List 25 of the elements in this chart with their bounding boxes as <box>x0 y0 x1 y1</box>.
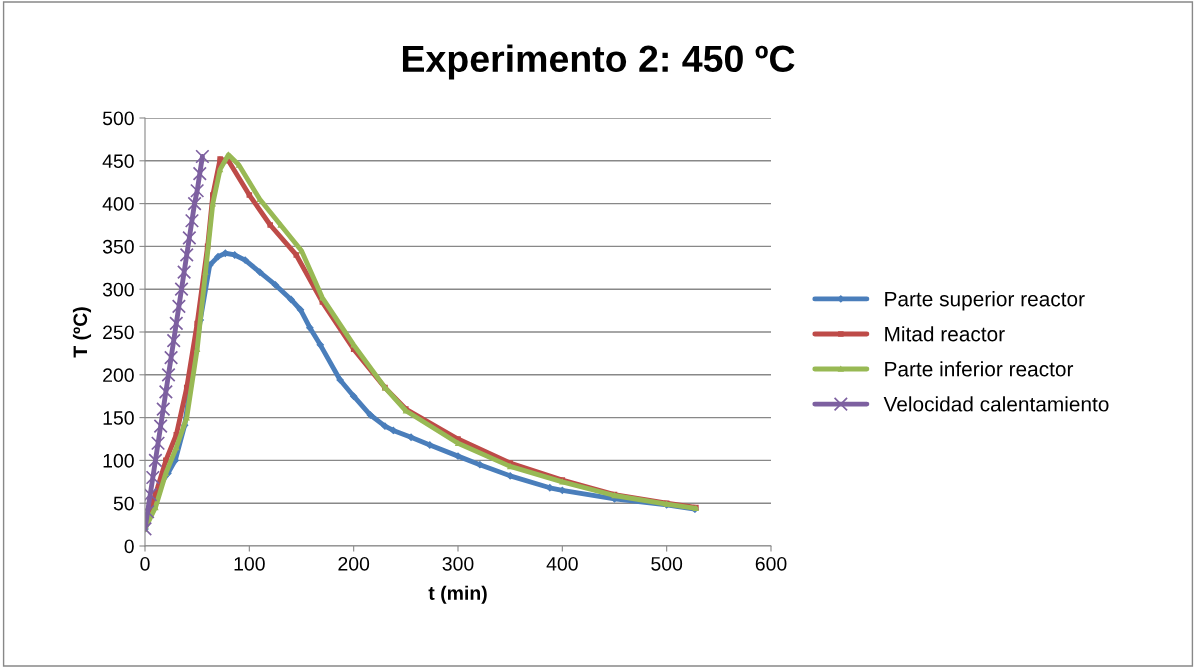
x-tick-label: 0 <box>140 556 150 571</box>
x-tick-label: 600 <box>755 556 787 571</box>
y-tick-label: 400 <box>102 197 134 211</box>
legend-label: Parte inferior reactor <box>885 361 1074 377</box>
y-tick-label: 250 <box>103 325 134 340</box>
y-tick-label: 100 <box>103 453 134 468</box>
y-tick-label: 150 <box>103 411 134 425</box>
legend-label: Velocidad calentamiento <box>883 396 1109 412</box>
y-tick-label: 0 <box>124 539 134 554</box>
y-tick-label: 300 <box>102 282 134 297</box>
y-axis-title: T (ºC) <box>72 307 92 358</box>
y-tick-label: 50 <box>113 496 134 511</box>
x-tick-label: 200 <box>338 556 370 571</box>
legend-label: Parte superior reactor <box>885 291 1085 311</box>
y-tick-label: 450 <box>102 154 134 169</box>
x-tick-label: 100 <box>234 556 265 571</box>
x-axis-title: t (min) <box>428 585 487 604</box>
x-tick-label: 400 <box>546 556 578 571</box>
x-tick-label: 500 <box>651 556 683 571</box>
y-tick-label: 350 <box>102 239 134 254</box>
y-tick-label: 200 <box>103 368 134 383</box>
x-tick-label: 300 <box>442 556 474 571</box>
legend-label: Mitad reactor <box>885 326 1005 342</box>
chart-title: Experimento 2: 450 ºC <box>402 44 795 80</box>
y-tick-label: 500 <box>102 111 134 126</box>
